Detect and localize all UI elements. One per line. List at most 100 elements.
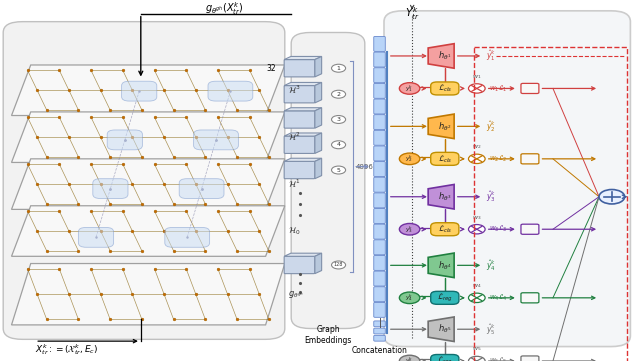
Text: $w_1$: $w_1$ (472, 73, 481, 81)
Text: 3: 3 (337, 117, 340, 122)
Polygon shape (428, 44, 454, 68)
FancyBboxPatch shape (374, 83, 385, 98)
Text: 32: 32 (266, 64, 276, 73)
Polygon shape (315, 56, 322, 77)
Text: $w_5$: $w_5$ (472, 345, 481, 353)
Text: $w_2\mathcal{L}_2$: $w_2\mathcal{L}_2$ (489, 154, 508, 164)
Circle shape (399, 292, 420, 304)
FancyBboxPatch shape (374, 52, 385, 67)
FancyBboxPatch shape (374, 224, 385, 239)
Text: $\mathcal{L}_{cls}$: $\mathcal{L}_{cls}$ (438, 83, 452, 94)
Circle shape (399, 223, 420, 235)
FancyBboxPatch shape (107, 130, 142, 150)
FancyBboxPatch shape (194, 130, 239, 150)
Text: $h_{\theta^3}$: $h_{\theta^3}$ (438, 191, 452, 203)
Polygon shape (428, 114, 454, 139)
Text: $\mathcal{L}_{cls}$: $\mathcal{L}_{cls}$ (438, 223, 452, 235)
Polygon shape (428, 184, 454, 209)
Text: $y_2^k$: $y_2^k$ (405, 153, 414, 164)
FancyBboxPatch shape (374, 177, 385, 192)
FancyBboxPatch shape (384, 11, 630, 347)
Text: $h_{\theta^1}$: $h_{\theta^1}$ (438, 50, 452, 62)
FancyBboxPatch shape (521, 293, 539, 303)
Text: 1: 1 (337, 66, 340, 71)
Polygon shape (12, 65, 285, 116)
FancyBboxPatch shape (93, 179, 128, 199)
Polygon shape (315, 82, 322, 103)
Text: $h_{\theta^4}$: $h_{\theta^4}$ (438, 259, 452, 271)
FancyBboxPatch shape (284, 161, 315, 179)
Circle shape (332, 141, 346, 149)
FancyBboxPatch shape (431, 223, 459, 236)
FancyBboxPatch shape (374, 321, 385, 327)
Circle shape (332, 116, 346, 123)
Text: 4096: 4096 (356, 164, 374, 170)
Text: $\mathcal{H}^3$: $\mathcal{H}^3$ (288, 84, 300, 96)
Polygon shape (284, 108, 322, 111)
FancyBboxPatch shape (179, 179, 224, 199)
Text: $Y_{tr}^k$: $Y_{tr}^k$ (405, 5, 419, 22)
FancyBboxPatch shape (374, 287, 385, 302)
FancyBboxPatch shape (374, 146, 385, 161)
Text: $h_{\theta^2}$: $h_{\theta^2}$ (438, 120, 452, 132)
FancyBboxPatch shape (122, 81, 157, 101)
Polygon shape (284, 253, 322, 256)
FancyBboxPatch shape (521, 83, 539, 93)
Polygon shape (12, 264, 285, 325)
Polygon shape (428, 253, 454, 278)
Text: $\hat{y}_3^k$: $\hat{y}_3^k$ (486, 189, 497, 204)
Text: $\mathcal{H}_0$: $\mathcal{H}_0$ (288, 225, 300, 237)
Text: $\hat{y}_1^k$: $\hat{y}_1^k$ (486, 48, 497, 64)
Circle shape (399, 153, 420, 165)
Text: $y_1^k$: $y_1^k$ (405, 83, 414, 94)
FancyBboxPatch shape (284, 136, 315, 153)
Text: 4: 4 (337, 142, 340, 147)
Text: $w_4$: $w_4$ (472, 282, 482, 290)
Text: $\hat{y}_5^k$: $\hat{y}_5^k$ (486, 322, 497, 337)
Text: $\hat{y}_2^k$: $\hat{y}_2^k$ (486, 119, 497, 134)
Circle shape (332, 261, 346, 269)
Circle shape (332, 64, 346, 72)
Text: $\mathcal{L}_{reg}$: $\mathcal{L}_{reg}$ (436, 292, 453, 304)
Text: 2: 2 (337, 92, 340, 97)
Polygon shape (284, 158, 322, 161)
Text: $g_{\theta^{gh}}(X_{tr}^k)$: $g_{\theta^{gh}}(X_{tr}^k)$ (205, 1, 243, 17)
Text: Graph
Embeddings: Graph Embeddings (304, 325, 352, 345)
Polygon shape (284, 82, 322, 86)
Circle shape (468, 293, 485, 303)
Polygon shape (428, 317, 454, 342)
Text: $w_3\mathcal{L}_3$: $w_3\mathcal{L}_3$ (489, 224, 508, 234)
Circle shape (399, 355, 420, 361)
Polygon shape (12, 206, 285, 256)
Polygon shape (315, 133, 322, 153)
Text: $w_4\mathcal{L}_4$: $w_4\mathcal{L}_4$ (489, 293, 508, 303)
FancyBboxPatch shape (374, 36, 385, 51)
Text: $\mathcal{H}^1$: $\mathcal{H}^1$ (288, 178, 300, 190)
FancyBboxPatch shape (374, 328, 385, 334)
Text: Concatenation: Concatenation (351, 347, 408, 355)
FancyBboxPatch shape (291, 32, 365, 329)
Text: $\hat{y}_4^k$: $\hat{y}_4^k$ (486, 258, 497, 273)
FancyBboxPatch shape (374, 130, 385, 145)
Text: $\mathcal{L}_{reg}$: $\mathcal{L}_{reg}$ (436, 355, 453, 361)
FancyBboxPatch shape (374, 99, 385, 114)
FancyBboxPatch shape (374, 303, 385, 317)
Text: $w_2$: $w_2$ (472, 143, 481, 151)
Text: $g_{\theta^{gh}}$: $g_{\theta^{gh}}$ (288, 289, 304, 300)
FancyBboxPatch shape (284, 86, 315, 103)
FancyBboxPatch shape (374, 271, 385, 286)
FancyBboxPatch shape (521, 224, 539, 234)
FancyBboxPatch shape (374, 193, 385, 208)
FancyBboxPatch shape (374, 240, 385, 255)
FancyBboxPatch shape (284, 111, 315, 128)
Circle shape (332, 90, 346, 98)
Text: $X_{tr}^k := (\mathcal{X}_{tr}^k, E_c)$: $X_{tr}^k := (\mathcal{X}_{tr}^k, E_c)$ (35, 342, 99, 357)
Text: $w_3$: $w_3$ (472, 214, 481, 222)
Polygon shape (315, 253, 322, 274)
Circle shape (599, 190, 625, 204)
FancyBboxPatch shape (431, 291, 459, 304)
FancyBboxPatch shape (431, 355, 459, 361)
Circle shape (468, 356, 485, 361)
FancyBboxPatch shape (374, 256, 385, 270)
FancyBboxPatch shape (521, 154, 539, 164)
